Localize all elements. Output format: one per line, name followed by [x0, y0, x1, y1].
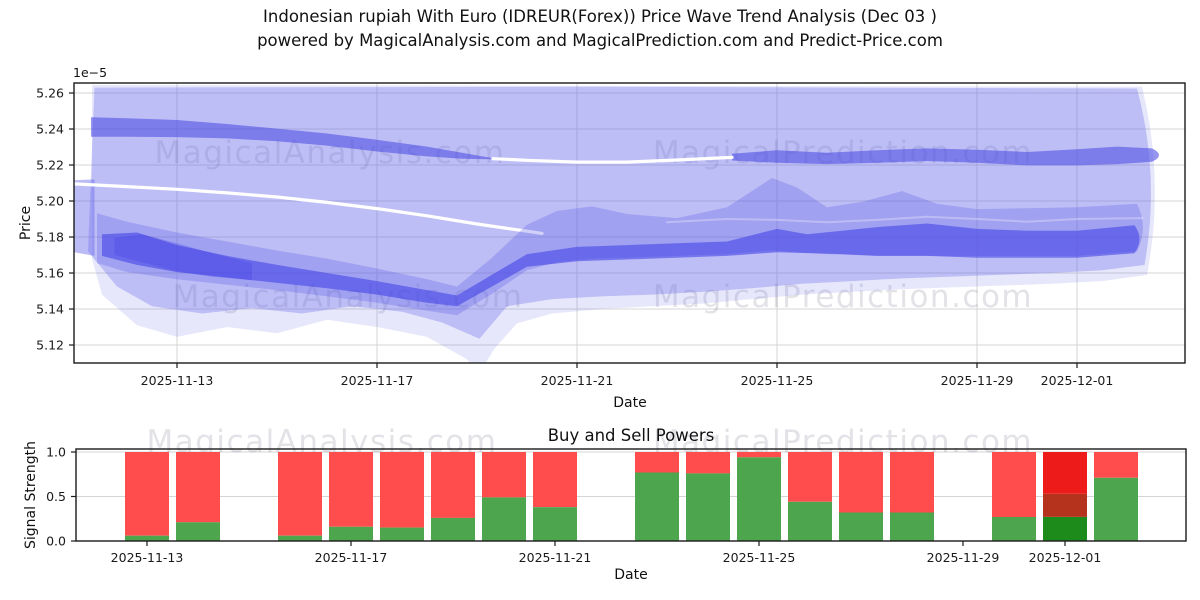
price-ytick-label: 5.20	[36, 194, 64, 209]
sell-bar	[992, 452, 1036, 517]
signal-xtick-label: 2025-11-29	[927, 550, 1000, 565]
buy-bar	[533, 507, 577, 541]
price-xtick-label: 2025-11-29	[941, 373, 1014, 388]
buy-bar	[890, 512, 934, 541]
price-axis-label: Price	[18, 205, 34, 241]
buy-bar	[1094, 477, 1138, 541]
buy-bar	[125, 535, 169, 541]
sell-bar	[890, 452, 934, 513]
sell-bar	[329, 452, 373, 527]
buy-bar	[992, 517, 1036, 541]
signal-chart-title: Buy and Sell Powers	[547, 426, 715, 445]
figure-title-line2: powered by MagicalAnalysis.com and Magic…	[257, 31, 943, 50]
signal-xtick-label: 2025-11-13	[111, 550, 184, 565]
sell-bar	[278, 452, 322, 536]
signal-xtick-label: 2025-12-01	[1029, 550, 1102, 565]
signal-axis-ticks: 0.0 0.5 1.0 2025-11-13 2025-11-17 2025-11-21 2…	[46, 445, 1101, 566]
sell-bar	[431, 452, 475, 518]
signal-xtick-label: 2025-11-25	[723, 550, 796, 565]
sell-bar	[788, 452, 832, 502]
price-axis-ticks: 5.12 5.14 5.16 5.18 5.20 5.22 5.24 5.26 2025-11-…	[36, 86, 1113, 389]
date-axis-label-top: Date	[613, 395, 647, 411]
buy-bar	[329, 526, 373, 541]
buy-bar	[380, 527, 424, 541]
signal-bar-segment	[1043, 493, 1087, 517]
sell-bar	[125, 452, 169, 536]
left-edge-sliver	[74, 179, 95, 256]
buy-bar	[788, 501, 832, 541]
buy-bar	[686, 473, 730, 541]
upper-dark-ribbon-right	[732, 146, 1159, 166]
upper-dark-ribbon-left	[91, 117, 493, 160]
buy-bar	[839, 512, 883, 541]
price-ytick-label: 5.22	[36, 158, 64, 173]
y-offset-label: 1e−5	[73, 65, 108, 80]
price-ytick-label: 5.12	[36, 338, 64, 353]
white-trend-line-mid	[491, 155, 734, 164]
left-dark-blob	[114, 234, 252, 281]
buy-bar	[176, 522, 220, 541]
signal-plot-border	[75, 448, 1187, 542]
sell-bar	[482, 452, 526, 498]
signal-bars	[125, 452, 1138, 541]
price-ytick-label: 5.26	[36, 86, 64, 101]
main-field-band	[88, 86, 1151, 339]
white-trend-line-faint-right	[666, 215, 1143, 224]
watermark-prediction: MagicalPrediction.com	[653, 279, 1033, 315]
price-xtick-label: 2025-11-25	[741, 373, 814, 388]
signal-axis-label: Signal Strength	[23, 440, 39, 550]
buy-bar	[431, 517, 475, 541]
price-xtick-label: 2025-12-01	[1041, 373, 1114, 388]
buy-bar	[482, 497, 526, 541]
sell-bar	[380, 452, 424, 528]
sell-bar	[176, 452, 220, 523]
price-xtick-label: 2025-11-17	[341, 373, 414, 388]
signal-xtick-label: 2025-11-17	[315, 550, 388, 565]
price-ytick-label: 5.16	[36, 266, 64, 281]
price-ytick-label: 5.24	[36, 122, 64, 137]
sell-bar	[839, 452, 883, 513]
signal-ytick-label: 1.0	[46, 445, 66, 460]
signal-xtick-label: 2025-11-21	[519, 550, 592, 565]
signal-bar-segment	[1043, 452, 1087, 494]
signal-ytick-label: 0.5	[46, 489, 66, 504]
white-trend-line-left	[74, 182, 544, 235]
buy-bar	[278, 535, 322, 541]
price-ytick-label: 5.18	[36, 230, 64, 245]
signal-ytick-label: 0.0	[46, 534, 66, 549]
dark-core-band	[102, 223, 1140, 307]
sell-bar	[533, 452, 577, 508]
sell-bar	[686, 452, 730, 474]
sell-bar	[737, 452, 781, 458]
sell-bar	[635, 452, 679, 473]
price-bands	[74, 84, 1159, 363]
buy-bar	[737, 457, 781, 541]
figure-title-line1: Indonesian rupiah With Euro (IDREUR(Fore…	[263, 7, 937, 26]
price-xtick-label: 2025-11-13	[141, 373, 214, 388]
price-ytick-label: 5.14	[36, 302, 64, 317]
signal-bar-segment	[1043, 517, 1087, 541]
sell-bar	[1094, 452, 1138, 478]
buy-bar	[635, 472, 679, 541]
price-plot-border	[73, 82, 1186, 364]
date-axis-label-bottom: Date	[614, 567, 648, 583]
price-xtick-label: 2025-11-21	[541, 373, 614, 388]
